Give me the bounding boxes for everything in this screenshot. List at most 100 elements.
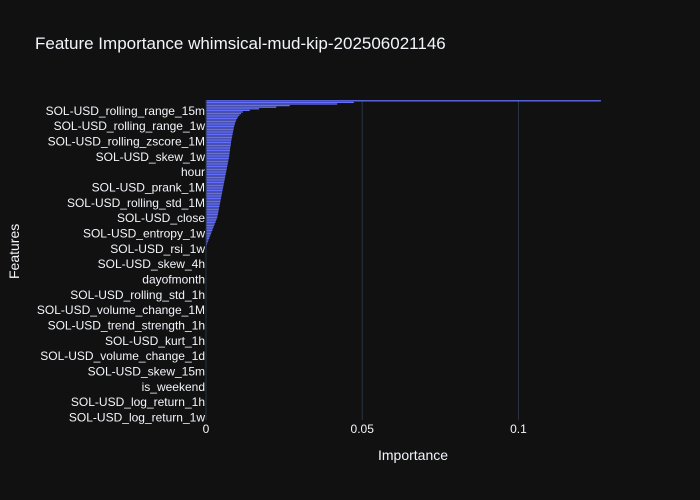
bar: [206, 236, 210, 238]
bar: [206, 128, 234, 131]
bar: [206, 125, 235, 128]
bar: [206, 184, 224, 187]
bar: [206, 204, 220, 206]
bar: [206, 124, 235, 126]
bar: [206, 183, 224, 185]
bar: [206, 151, 230, 153]
y-tick-label: SOL-USD_rolling_std_1h: [70, 288, 205, 302]
bar: [206, 189, 223, 192]
bar: [206, 208, 219, 211]
bar: [206, 165, 228, 168]
bar: [206, 191, 223, 193]
bar: [206, 202, 221, 204]
bar: [206, 176, 226, 179]
bar: [206, 122, 236, 124]
bar: [206, 242, 208, 244]
bar: [206, 152, 230, 155]
y-axis-title: Features: [6, 223, 22, 279]
bar: [206, 231, 212, 233]
x-tick-label: 0: [203, 422, 210, 436]
y-tick-label: SOL-USD_trend_strength_1h: [48, 319, 205, 333]
bar: [206, 143, 231, 145]
bar: [206, 186, 224, 188]
bar: [206, 164, 228, 166]
bar: [206, 170, 227, 172]
bar: [206, 104, 290, 107]
bar: [206, 239, 209, 241]
bar: [206, 192, 222, 195]
bar: [206, 114, 240, 116]
bar: [206, 234, 211, 236]
y-tick-label: SOL-USD_volume_change_1d: [40, 349, 205, 363]
bar: [206, 197, 221, 200]
y-tick-label: SOL-USD_rolling_range_1w: [54, 119, 206, 133]
bar: [206, 103, 338, 105]
bar: [206, 228, 213, 230]
bar: [206, 218, 217, 220]
bar: [206, 119, 237, 121]
bar: [206, 167, 227, 169]
bar: [206, 132, 233, 134]
bar: [206, 106, 277, 108]
bar: [206, 162, 228, 164]
y-tick-label: SOL-USD_rsi_1w: [110, 242, 205, 256]
bar: [206, 232, 211, 235]
bar: [206, 224, 215, 227]
bar: [206, 237, 210, 240]
y-tick-label: SOL-USD_rolling_zscore_1M: [48, 134, 205, 148]
bar: [206, 229, 213, 232]
chart-title: Feature Importance whimsical-mud-kip-202…: [35, 34, 446, 53]
bar: [206, 120, 236, 123]
bar: [206, 213, 218, 216]
bar: [206, 109, 250, 112]
bar: [206, 188, 223, 190]
bar: [206, 149, 231, 152]
y-tick-label: SOL-USD_volume_change_1M: [37, 303, 205, 317]
bar: [206, 196, 222, 198]
x-tick-label: 0.05: [351, 422, 375, 436]
bar: [206, 101, 354, 104]
bar: [206, 138, 232, 140]
y-tick-label: SOL-USD_skew_15m: [88, 365, 205, 379]
x-tick-label: 0.1: [510, 422, 527, 436]
bar: [206, 130, 234, 132]
bar: [206, 216, 218, 219]
bar: [206, 205, 220, 208]
bar: [206, 210, 219, 212]
bar: [206, 156, 230, 158]
bar: [206, 240, 208, 243]
bar: [206, 200, 221, 203]
y-tick-label: SOL-USD_log_return_1w: [69, 411, 205, 425]
bar: [206, 135, 233, 137]
x-axis-title: Importance: [378, 447, 449, 463]
bar: [206, 116, 239, 118]
y-tick-label: SOL-USD_skew_1w: [96, 150, 206, 164]
y-tick-label: dayofmonth: [142, 273, 205, 287]
bar: [206, 140, 232, 142]
bar: [206, 133, 233, 136]
bar: [206, 136, 232, 139]
bar: [206, 180, 225, 182]
bar: [206, 146, 231, 148]
bar: [206, 175, 226, 177]
bar: [206, 212, 219, 214]
bar: [206, 159, 229, 161]
bar: [206, 221, 216, 224]
y-tick-label: hour: [181, 165, 205, 179]
y-tick-label: SOL-USD_skew_4h: [98, 257, 205, 271]
y-tick-label: SOL-USD_log_return_1h: [71, 395, 205, 409]
bar: [206, 160, 229, 163]
bar: [206, 181, 225, 184]
bar: [206, 215, 218, 217]
bar: [206, 173, 226, 176]
bar: [206, 194, 222, 196]
y-tick-label: SOL-USD_close: [117, 211, 205, 225]
bar: [206, 154, 230, 156]
bar: [206, 141, 231, 144]
bar: [206, 226, 214, 228]
y-tick-label: SOL-USD_prank_1M: [92, 180, 205, 194]
y-tick-label: SOL-USD_kurt_1h: [105, 334, 205, 348]
y-tick-label: SOL-USD_entropy_1w: [83, 226, 205, 240]
